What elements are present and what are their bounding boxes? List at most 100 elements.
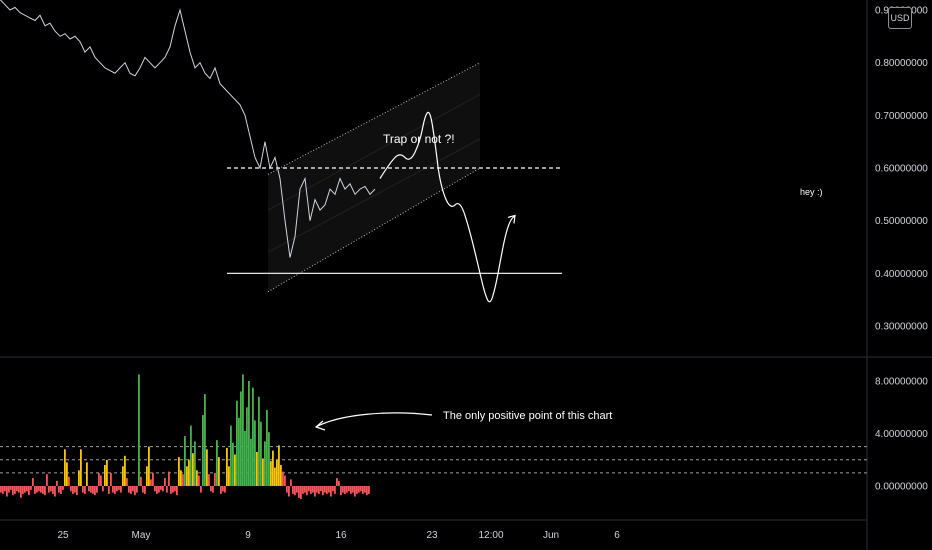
indicator-reference-levels	[0, 446, 867, 474]
indicator-bar	[178, 457, 180, 486]
indicator-bar	[182, 474, 184, 486]
indicator-bar	[58, 486, 60, 493]
indicator-bar	[210, 486, 212, 492]
indicator-bar	[162, 486, 164, 492]
indicator-bar	[228, 466, 230, 486]
indicator-bar	[364, 486, 366, 493]
positive-arrow	[315, 412, 433, 428]
indicator-bar	[192, 453, 194, 486]
indicator-bar	[314, 486, 316, 497]
indicator-bar	[24, 486, 26, 493]
indicator-bar	[216, 440, 218, 486]
indicator-bar	[338, 480, 340, 487]
indicator-bar	[134, 486, 136, 496]
indicator-bar	[108, 486, 110, 494]
indicator-bar	[330, 486, 332, 497]
indicator-bar	[246, 407, 248, 487]
indicator-bar	[50, 486, 52, 492]
indicator-bar	[354, 486, 356, 497]
indicator-bar	[358, 486, 360, 493]
indicator-bar	[146, 466, 148, 486]
channel-fill	[268, 62, 480, 292]
indicator-bar	[356, 486, 358, 494]
time-axis-labels[interactable]: 25 May 9 16 23 12:00 Jun 6	[57, 530, 620, 541]
indicator-bar	[62, 486, 64, 490]
time-tick-label: 9	[245, 530, 251, 541]
price-tick-label: 0.40000000	[875, 269, 928, 280]
indicator-bar	[158, 486, 160, 493]
indicator-bar	[342, 486, 344, 493]
indicator-bar	[56, 480, 58, 487]
indicator-bar	[202, 415, 204, 486]
indicator-bar	[92, 486, 94, 494]
indicator-bar	[20, 486, 22, 498]
indicator-bar	[68, 476, 70, 486]
indicator-bar	[234, 454, 236, 486]
indicator-bar	[118, 486, 120, 490]
indicator-bar	[298, 486, 300, 498]
indicator-bar	[100, 475, 102, 486]
indicator-tick-label: 8.00000000	[875, 377, 928, 388]
indicator-bar	[218, 457, 220, 486]
indicator-bar	[6, 486, 8, 497]
indicator-bar	[102, 486, 104, 492]
indicator-bar	[28, 486, 30, 496]
indicator-bar	[318, 486, 320, 494]
indicator-bar	[42, 486, 44, 494]
indicator-bar	[26, 486, 28, 492]
indicator-bar	[236, 400, 238, 486]
channel-mid-lower-line	[267, 138, 481, 253]
channel-lower-line	[267, 167, 481, 293]
indicator-bar	[142, 486, 144, 493]
time-tick-label: 16	[335, 530, 347, 541]
indicator-bar	[312, 486, 314, 493]
indicator-bar	[160, 486, 162, 490]
indicator-bar	[324, 486, 326, 493]
indicator-bar	[188, 459, 190, 487]
indicator-bar	[144, 486, 146, 494]
time-tick-label: 6	[614, 530, 620, 541]
indicator-bar	[284, 475, 286, 486]
indicator-bar	[264, 441, 266, 486]
indicator-bar	[36, 486, 38, 493]
indicator-bar	[296, 486, 298, 493]
indicator-bar	[306, 486, 308, 496]
channel-group	[267, 62, 481, 293]
indicator-bar	[254, 420, 256, 486]
indicator-bar	[4, 486, 6, 492]
indicator-bar	[46, 474, 48, 486]
indicator-bar	[76, 486, 78, 496]
indicator-bar	[132, 486, 134, 492]
indicator-bar	[94, 486, 96, 496]
indicator-bar	[232, 442, 234, 486]
indicator-bar	[168, 471, 170, 486]
indicator-bar	[352, 486, 354, 493]
indicator-bar	[114, 486, 116, 494]
indicator-bar	[176, 486, 178, 496]
indicator-bar	[54, 486, 56, 497]
indicator-bar	[222, 486, 224, 492]
indicator-bar	[368, 486, 370, 494]
indicator-bar	[278, 445, 280, 486]
indicator-bar	[286, 486, 288, 493]
indicator-bar	[328, 486, 330, 493]
indicator-bar	[84, 486, 86, 494]
currency-badge[interactable]: USD	[888, 7, 912, 29]
indicator-bar	[190, 425, 192, 486]
indicator-bar	[164, 478, 166, 486]
indicator-bar	[276, 459, 278, 487]
channel-upper-line	[267, 62, 481, 175]
indicator-axis-labels[interactable]: 8.00000000 4.00000000 0.00000000	[875, 377, 928, 493]
indicator-bar	[96, 486, 98, 493]
indicator-bar	[226, 447, 228, 486]
indicator-bar	[38, 486, 40, 492]
indicator-bar	[282, 471, 284, 486]
indicator-bar	[90, 486, 92, 493]
time-tick-label: 12:00	[478, 530, 503, 541]
indicator-bar	[304, 486, 306, 493]
indicator-bar	[10, 486, 12, 490]
indicator-bar	[180, 470, 182, 487]
indicator-bar	[40, 486, 42, 493]
indicator-bar	[348, 486, 350, 492]
